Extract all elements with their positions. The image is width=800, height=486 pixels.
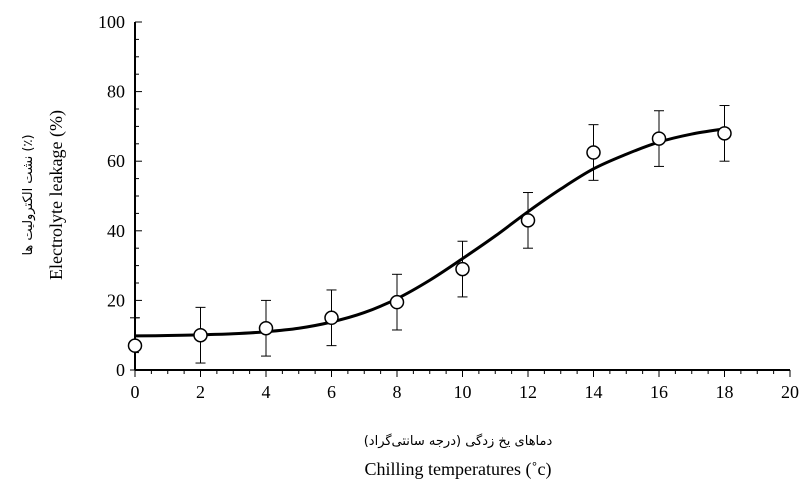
data-point bbox=[258, 320, 274, 336]
x-tick-label: 18 bbox=[716, 382, 734, 402]
data-point bbox=[455, 261, 470, 277]
data-point bbox=[717, 126, 732, 141]
x-tick-label: 16 bbox=[650, 382, 668, 402]
y-tick-label: 40 bbox=[107, 221, 125, 241]
x-tick-label: 6 bbox=[327, 382, 336, 402]
y-tick-label: 20 bbox=[107, 290, 125, 310]
y-tick-label: 0 bbox=[116, 360, 125, 380]
data-point bbox=[193, 327, 208, 343]
x-tick-label: 10 bbox=[454, 382, 472, 402]
x-tick-label: 8 bbox=[393, 382, 402, 402]
x-axis-title-persian: دماهای یخ زدگی (درجه سانتی‌گراد) bbox=[364, 433, 553, 449]
x-tick-label: 2 bbox=[196, 382, 205, 402]
fit-curve-layer bbox=[134, 127, 725, 338]
y-axis-title-persian: نشت الکترولیت ها (٪) bbox=[21, 134, 36, 255]
error-bars bbox=[130, 105, 730, 371]
y-tick-label: 60 bbox=[107, 151, 125, 171]
data-point bbox=[324, 310, 339, 326]
data-point bbox=[127, 338, 143, 353]
data-points bbox=[127, 126, 732, 353]
x-tick-label: 4 bbox=[262, 382, 271, 402]
data-point bbox=[651, 131, 667, 146]
data-point bbox=[389, 294, 405, 310]
y-tick-label: 100 bbox=[98, 12, 125, 32]
x-tick-label: 20 bbox=[781, 382, 799, 402]
ticks: 0 2 4 6 8 10 12 14 16 18 20 0 20 40 60 80 100 bbox=[98, 12, 799, 402]
data-point bbox=[520, 213, 536, 228]
y-axis-title: Electrolyte leakage (%) bbox=[46, 110, 67, 280]
x-tick-label: 12 bbox=[519, 382, 537, 402]
x-axis-title: Chilling temperatures (˚c) bbox=[365, 459, 552, 480]
x-tick-label: 14 bbox=[585, 382, 603, 402]
y-tick-label: 80 bbox=[107, 82, 125, 102]
axes bbox=[134, 22, 790, 371]
x-tick-label: 0 bbox=[131, 382, 140, 402]
data-point bbox=[586, 145, 601, 160]
fit-curve-line bbox=[134, 127, 725, 338]
